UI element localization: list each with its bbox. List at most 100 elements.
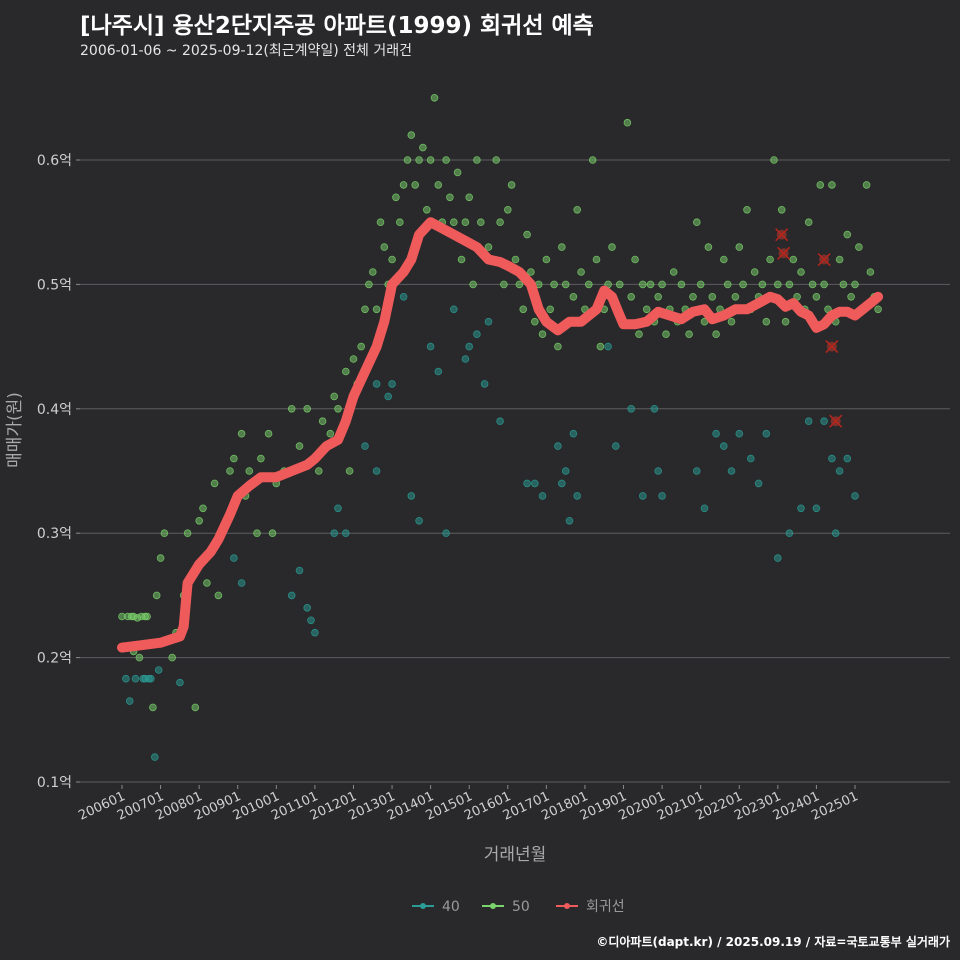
point-40 [538, 492, 547, 500]
point-50 [635, 330, 643, 339]
point-40 [407, 492, 416, 500]
point-40 [307, 616, 315, 625]
point-50 [596, 342, 605, 351]
point-50 [573, 206, 581, 214]
point-50 [689, 292, 697, 301]
point-50 [135, 653, 144, 662]
y-tick-label: 0.2억 [37, 651, 72, 667]
point-40 [426, 342, 435, 351]
point-40 [473, 330, 481, 339]
point-40 [727, 467, 736, 475]
point-50 [237, 429, 246, 438]
point-40 [773, 554, 782, 562]
y-tick-label: 0.4억 [37, 402, 72, 418]
point-50 [638, 280, 647, 289]
point-40 [287, 591, 296, 600]
point-50 [538, 330, 547, 339]
point-50 [334, 404, 342, 413]
point-50 [449, 218, 458, 227]
point-50 [523, 230, 531, 239]
point-40 [650, 404, 659, 413]
point-40 [496, 417, 504, 426]
point-50 [588, 156, 597, 164]
highlight-cross [817, 252, 831, 267]
point-50 [453, 168, 462, 177]
point-40 [480, 380, 489, 388]
point-50 [287, 404, 296, 413]
point-50 [561, 280, 570, 289]
point-40 [611, 442, 620, 450]
highlight-cross [825, 340, 839, 354]
point-50 [654, 292, 662, 301]
point-50 [608, 243, 616, 251]
point-50 [723, 280, 732, 289]
point-40 [561, 467, 570, 475]
point-50 [330, 392, 339, 401]
highlight-cross [775, 228, 789, 242]
point-40 [797, 504, 805, 513]
point-50 [253, 529, 261, 537]
point-50 [457, 255, 466, 264]
point-50 [303, 404, 312, 413]
point-40 [230, 554, 238, 562]
point-50 [731, 292, 740, 301]
point-50 [407, 131, 416, 139]
point-40 [557, 479, 566, 488]
point-50 [210, 479, 219, 488]
point-50 [314, 467, 323, 475]
regression-line [117, 217, 884, 653]
point-50 [866, 268, 875, 276]
point-50 [469, 280, 477, 289]
point-50 [419, 143, 427, 152]
point-50 [203, 579, 211, 587]
point-40 [372, 467, 381, 475]
point-50 [426, 156, 435, 164]
point-50 [781, 317, 790, 326]
point-40 [330, 529, 339, 537]
y-tick-label: 0.6억 [37, 153, 72, 169]
point-50 [519, 305, 527, 314]
point-40 [530, 479, 539, 488]
point-50 [855, 243, 863, 251]
point-40 [658, 492, 666, 500]
point-50 [696, 280, 705, 289]
point-50 [719, 255, 728, 264]
point-40 [554, 442, 562, 450]
point-40 [754, 479, 763, 488]
point-40 [851, 492, 859, 500]
point-40 [523, 479, 531, 488]
point-50 [357, 342, 366, 351]
point-40 [569, 429, 578, 438]
point-50 [712, 330, 720, 339]
point-50 [199, 504, 207, 513]
point-50 [214, 591, 223, 600]
point-40 [573, 492, 581, 500]
point-50 [828, 181, 836, 189]
point-50 [143, 612, 151, 621]
point-40 [604, 342, 612, 351]
point-40 [442, 529, 450, 537]
point-40 [785, 529, 794, 537]
y-tick-label: 0.1억 [37, 775, 72, 791]
point-50 [735, 243, 744, 251]
point-50 [530, 317, 539, 326]
point-50 [515, 280, 524, 289]
point-50 [380, 243, 389, 251]
point-50 [750, 268, 759, 276]
point-50 [550, 280, 558, 289]
point-50 [264, 429, 273, 438]
point-50 [422, 206, 431, 214]
point-50 [727, 317, 736, 326]
point-40 [719, 442, 728, 450]
chart-subtitle: 2006-01-06 ~ 2025-09-12(최근계약일) 전체 거래건 [80, 43, 412, 59]
point-50 [388, 255, 396, 264]
point-40 [341, 529, 350, 537]
point-50 [708, 292, 717, 301]
point-50 [446, 193, 454, 202]
point-50 [646, 280, 655, 289]
point-50 [156, 554, 165, 562]
x-axis-ticks: 2006012007012008012009012010012011012012… [76, 785, 861, 824]
point-50 [874, 305, 882, 314]
point-50 [500, 280, 508, 289]
point-50 [677, 280, 686, 289]
